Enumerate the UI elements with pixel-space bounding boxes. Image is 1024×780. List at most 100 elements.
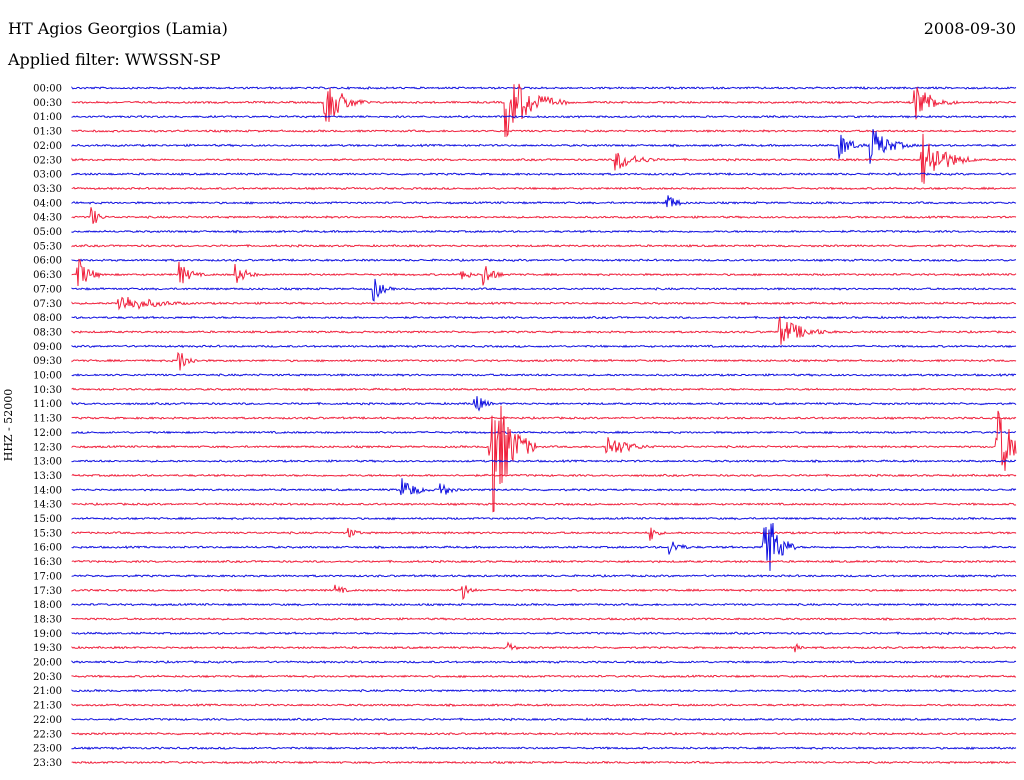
row-time-label: 00:30 <box>33 98 62 109</box>
row-time-label: 10:00 <box>33 371 62 382</box>
row-time-label: 03:00 <box>33 170 62 181</box>
trace-line <box>71 573 1017 578</box>
trace-line <box>71 229 1017 234</box>
trace-line <box>71 243 1017 248</box>
trace-line <box>71 351 1017 371</box>
row-time-label: 07:00 <box>33 284 62 295</box>
row-time-label: 02:00 <box>33 141 62 152</box>
row-time-label: 17:00 <box>33 571 62 582</box>
trace-line <box>71 316 1017 345</box>
row-time-label: 02:30 <box>33 155 62 166</box>
trace-line <box>71 430 1017 435</box>
row-time-label: 05:00 <box>33 227 62 238</box>
row-time-label: 23:00 <box>33 744 62 755</box>
trace-line <box>71 516 1017 521</box>
trace-line <box>71 315 1017 320</box>
trace-line <box>71 129 1017 164</box>
trace-line <box>71 405 1017 513</box>
row-time-label: 13:30 <box>33 471 62 482</box>
date-label: 2008-09-30 <box>923 19 1016 38</box>
row-time-label: 22:00 <box>33 715 62 726</box>
trace-line <box>71 522 1017 571</box>
row-time-label: 04:00 <box>33 198 62 209</box>
row-time-label: 16:00 <box>33 543 62 554</box>
row-time-label: 09:00 <box>33 342 62 353</box>
row-time-label: 12:30 <box>33 442 62 453</box>
row-time-label: 01:30 <box>33 127 62 138</box>
trace-line <box>71 641 1017 653</box>
trace-line <box>71 85 1017 90</box>
row-time-label: 05:30 <box>33 241 62 252</box>
trace-line <box>71 133 1017 184</box>
row-time-label: 06:30 <box>33 270 62 281</box>
row-time-label: 18:30 <box>33 614 62 625</box>
row-time-label: 19:30 <box>33 643 62 654</box>
trace-line <box>71 459 1017 464</box>
row-time-label: 18:00 <box>33 600 62 611</box>
trace-line <box>71 387 1017 392</box>
trace-line <box>71 617 1017 621</box>
row-time-label: 14:30 <box>33 500 62 511</box>
row-time-label: 12:00 <box>33 428 62 439</box>
trace-line <box>71 527 1017 541</box>
trace-line <box>71 258 1017 263</box>
trace-line <box>71 296 1017 311</box>
row-time-label: 15:30 <box>33 528 62 539</box>
trace-line <box>71 584 1017 601</box>
row-time-label: 04:30 <box>33 213 62 224</box>
filter-label: Applied filter: WWSSN-SP <box>8 50 221 69</box>
row-time-label: 08:30 <box>33 327 62 338</box>
row-time-label: 17:30 <box>33 586 62 597</box>
trace-line <box>71 344 1017 349</box>
trace-line <box>71 172 1017 177</box>
trace-line <box>71 473 1017 478</box>
row-time-label: 15:00 <box>33 514 62 525</box>
row-time-label: 19:00 <box>33 629 62 640</box>
row-time-label: 23:30 <box>33 758 62 769</box>
trace-line <box>71 559 1017 564</box>
trace-line <box>71 717 1017 722</box>
trace-line <box>71 415 1017 420</box>
trace-line <box>71 129 1017 134</box>
station-title: HT Agios Georgios (Lamia) <box>8 19 228 38</box>
row-time-label: 14:00 <box>33 485 62 496</box>
trace-line <box>71 195 1017 208</box>
row-time-label: 07:30 <box>33 299 62 310</box>
row-time-label: 22:30 <box>33 729 62 740</box>
trace-line <box>71 396 1017 412</box>
row-time-label: 11:00 <box>33 399 62 410</box>
trace-line <box>71 83 1017 138</box>
trace-line <box>71 207 1017 224</box>
trace-line <box>71 703 1017 708</box>
trace-line <box>71 186 1017 191</box>
row-time-label: 20:00 <box>33 658 62 669</box>
row-time-label: 06:00 <box>33 256 62 267</box>
trace-line <box>71 674 1017 679</box>
trace-line <box>71 760 1016 765</box>
trace-line <box>71 602 1017 607</box>
row-time-label: 09:30 <box>33 356 62 367</box>
trace-line <box>71 114 1017 119</box>
row-time-label: 13:00 <box>33 457 62 468</box>
trace-line <box>71 502 1017 507</box>
row-time-label: 10:30 <box>33 385 62 396</box>
row-time-label: 00:00 <box>33 84 62 95</box>
trace-line <box>71 746 1017 751</box>
trace-line <box>71 373 1017 377</box>
row-time-label: 08:00 <box>33 313 62 324</box>
trace-line <box>71 631 1017 636</box>
trace-line <box>71 258 1017 287</box>
row-time-label: 03:30 <box>33 184 62 195</box>
row-time-label: 21:30 <box>33 701 62 712</box>
trace-line <box>71 478 1017 496</box>
row-time-label: 20:30 <box>33 672 62 683</box>
trace-line <box>71 688 1017 693</box>
trace-line <box>71 278 1017 302</box>
row-time-label: 01:00 <box>33 112 62 123</box>
trace-line <box>71 731 1017 736</box>
row-time-label: 21:00 <box>33 686 62 697</box>
row-time-label: 11:30 <box>33 414 62 425</box>
row-time-label: 16:30 <box>33 557 62 568</box>
trace-line <box>71 659 1017 664</box>
